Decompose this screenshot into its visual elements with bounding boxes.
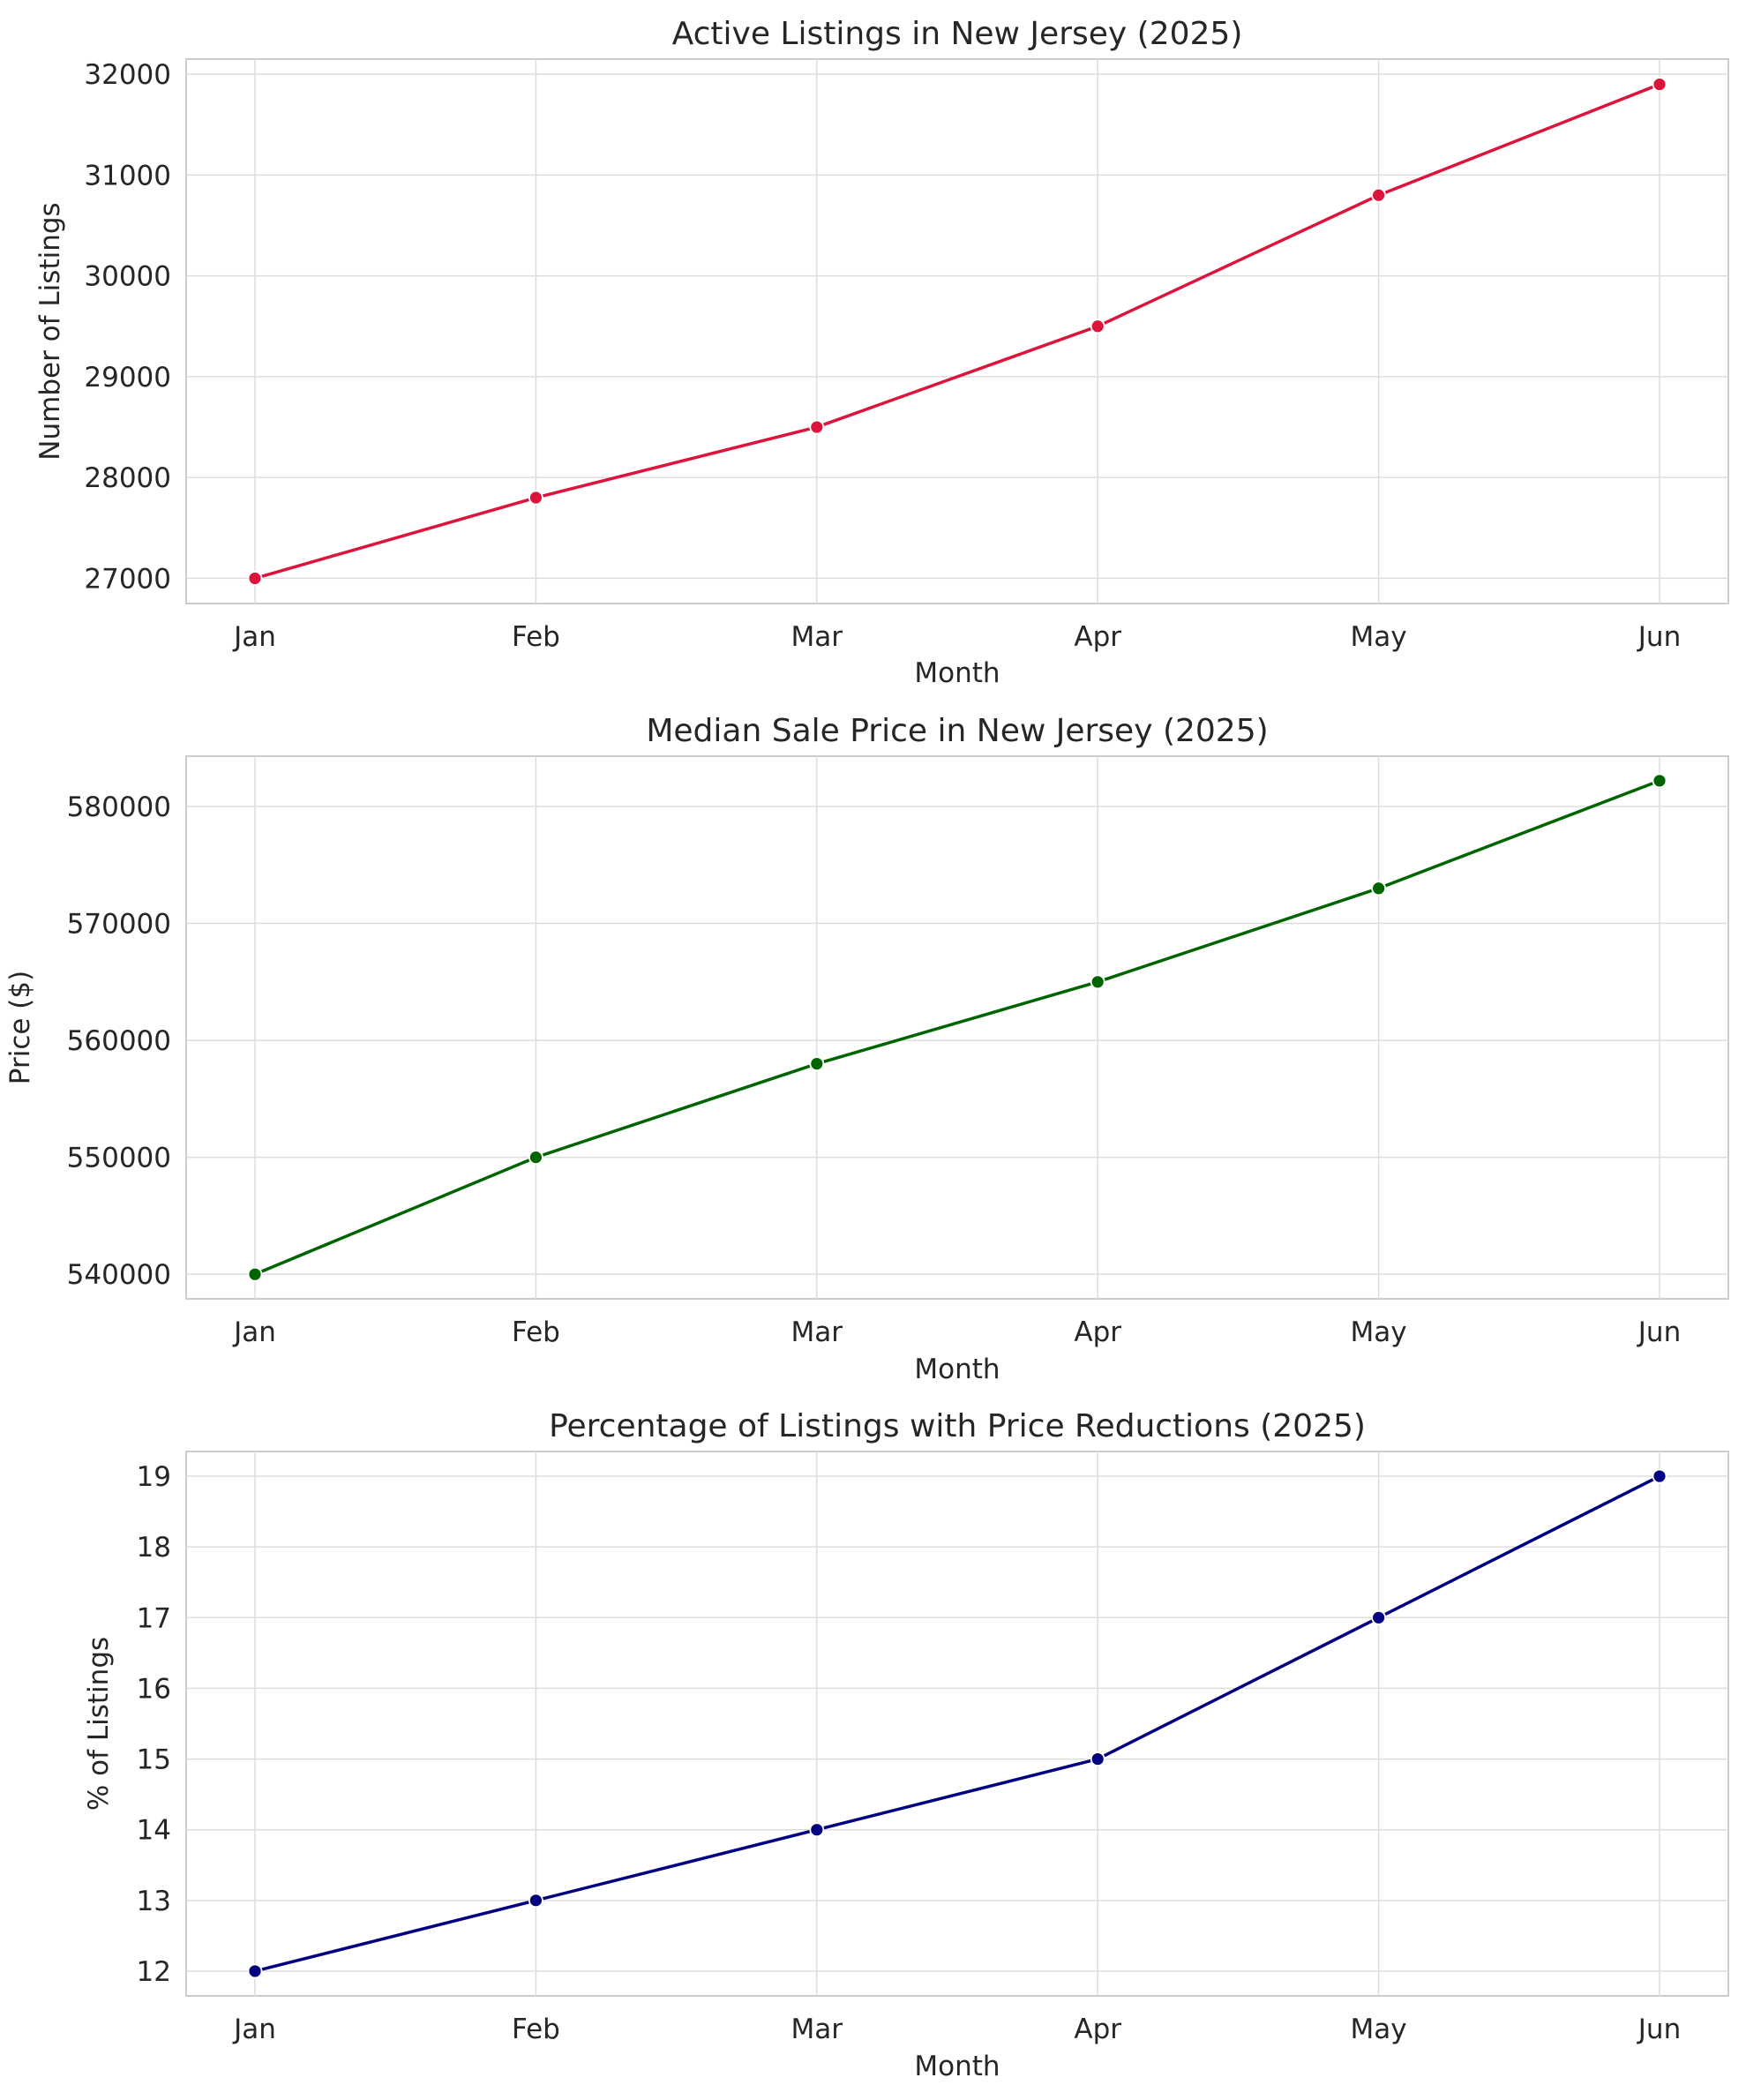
data-point (528, 1893, 543, 1909)
data-point (1090, 1751, 1105, 1766)
x-tick-label: Jun (1637, 2014, 1681, 2045)
y-tick-label: 32000 (84, 59, 171, 91)
series-line (254, 779, 1660, 1276)
data-point (1371, 187, 1386, 203)
y-tick-label: 540000 (67, 1259, 171, 1291)
data-point (1090, 974, 1105, 990)
data-point (809, 419, 825, 435)
x-tick-label: Jan (232, 1316, 276, 1348)
y-axis-label: Price ($) (4, 971, 36, 1084)
y-tick-label: 580000 (67, 791, 171, 823)
y-tick-label: 570000 (67, 909, 171, 941)
data-point (1652, 1468, 1667, 1484)
x-tick-label: May (1351, 1316, 1407, 1348)
chart-1: Jan Feb Mar Apr May Jun 27000 28000 29000 30000 31… (34, 16, 1729, 689)
data-point (1652, 77, 1667, 92)
x-tick-label: Apr (1074, 1316, 1121, 1348)
x-tick-label: Mar (791, 2014, 843, 2045)
x-tick-label: Apr (1074, 2014, 1121, 2045)
x-axis-label: Month (914, 1354, 1000, 1385)
plot-area (185, 1451, 1729, 1997)
y-axis-label: % of Listings (83, 1637, 115, 1811)
data-point (528, 1150, 543, 1166)
y-tick-label: 29000 (84, 362, 171, 394)
y-tick-label: 550000 (67, 1143, 171, 1174)
x-axis-label: Month (914, 2051, 1000, 2082)
x-tick-label: May (1351, 621, 1407, 653)
data-point (809, 1056, 825, 1071)
data-point (247, 571, 263, 586)
x-tick-label: Mar (791, 1316, 843, 1348)
y-tick-label: 15 (137, 1744, 171, 1776)
plot-area (185, 58, 1729, 604)
x-tick-label: Feb (512, 621, 560, 653)
x-tick-label: Mar (791, 621, 843, 653)
x-axis-label: Month (914, 657, 1000, 689)
x-tick-label: Feb (512, 1316, 560, 1348)
data-point (1371, 1609, 1386, 1625)
y-tick-label: 19 (137, 1461, 171, 1493)
chart-title: Active Listings in New Jersey (2025) (672, 16, 1243, 52)
data-point (1652, 773, 1667, 789)
chart-title: Median Sale Price in New Jersey (2025) (646, 713, 1268, 749)
series-line (254, 1474, 1660, 1973)
x-tick-label: Jan (232, 2014, 276, 2045)
chart-3: Jan Feb Mar Apr May Jun 12 13 14 15 16 17 18 19 Percen… (83, 1408, 1729, 2082)
y-tick-label: 12 (137, 1956, 171, 1988)
y-tick-label: 13 (137, 1886, 171, 1917)
data-point (528, 490, 543, 506)
x-tick-label: Jun (1637, 621, 1681, 653)
data-point (1371, 881, 1386, 896)
data-point (247, 1266, 263, 1282)
y-tick-label: 31000 (84, 160, 171, 191)
y-tick-label: 18 (137, 1532, 171, 1564)
series-line (254, 82, 1660, 581)
chart-title: Percentage of Listings with Price Reduct… (549, 1408, 1366, 1444)
plot-area (185, 755, 1729, 1300)
y-axis-label: Number of Listings (34, 202, 66, 460)
x-tick-label: May (1351, 2014, 1407, 2045)
x-tick-label: Apr (1074, 621, 1121, 653)
y-tick-label: 16 (137, 1673, 171, 1705)
y-tick-label: 27000 (84, 563, 171, 595)
y-tick-label: 28000 (84, 462, 171, 494)
x-tick-label: Jun (1637, 1316, 1681, 1348)
data-point (809, 1822, 825, 1838)
y-tick-label: 560000 (67, 1025, 171, 1057)
data-point (247, 1963, 263, 1979)
x-tick-label: Feb (512, 2014, 560, 2045)
data-point (1090, 319, 1105, 334)
x-tick-label: Jan (232, 621, 276, 653)
y-tick-label: 30000 (84, 261, 171, 293)
y-tick-label: 17 (137, 1602, 171, 1634)
y-tick-label: 14 (137, 1815, 171, 1847)
chart-2: Jan Feb Mar Apr May Jun 540000 550000 560000 5700… (4, 713, 1729, 1385)
